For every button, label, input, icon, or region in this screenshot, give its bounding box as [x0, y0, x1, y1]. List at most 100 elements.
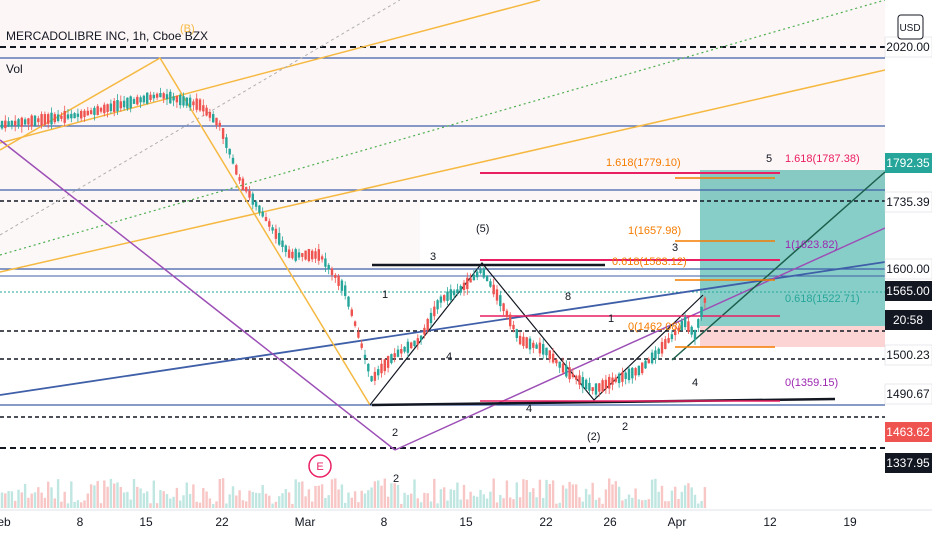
volume-bar	[4, 493, 7, 508]
candle-body	[106, 104, 109, 112]
candle-body	[390, 354, 393, 364]
candle-body	[548, 350, 551, 360]
candle-body	[152, 94, 155, 99]
volume-bar	[667, 501, 670, 508]
candle-body	[499, 295, 502, 307]
candle-body	[410, 342, 413, 349]
volume-bar	[172, 496, 175, 508]
candle-body	[647, 359, 650, 364]
volume-bar	[327, 495, 330, 508]
candle-body	[149, 94, 152, 101]
volume-bar	[43, 497, 47, 508]
volume-bar	[350, 497, 353, 508]
candle-body	[294, 249, 297, 261]
candle-body	[63, 110, 66, 123]
candle-body	[469, 278, 472, 283]
volume-bar	[311, 501, 314, 508]
volume-bar	[697, 503, 700, 508]
volume-bar	[452, 490, 456, 508]
candle-body	[370, 376, 373, 382]
candle-body	[23, 119, 27, 125]
wave-label: 5	[766, 153, 772, 165]
volume-bar	[99, 503, 103, 508]
volume-bar	[670, 490, 674, 508]
volume-bar	[476, 496, 479, 508]
volume-bar	[106, 486, 109, 508]
candle-body	[162, 93, 165, 99]
volume-bar	[459, 499, 462, 508]
volume-bar	[10, 491, 14, 508]
volume-bar	[555, 503, 558, 508]
candle-body	[436, 300, 439, 310]
svg-text:1500.23: 1500.23	[886, 348, 930, 362]
candle-body	[159, 93, 162, 98]
wave-label: 2	[622, 421, 628, 433]
fib-labels: 1.618(1779.10) 1.618(1787.38) 1(1657.98)…	[606, 153, 860, 389]
volume-bar	[344, 502, 347, 508]
candle-body	[17, 119, 20, 127]
candle-body	[476, 271, 479, 278]
candle-body	[687, 321, 690, 332]
candle-body	[116, 100, 119, 112]
candle-body	[347, 296, 350, 307]
volume-bar	[96, 481, 99, 508]
time-tick-label: 22	[539, 515, 553, 529]
candle-body	[251, 193, 254, 205]
candle-body	[70, 113, 73, 119]
candle-body	[80, 110, 83, 119]
volume-bar	[334, 478, 337, 508]
volume-bar	[20, 492, 23, 508]
volume-bar	[512, 499, 515, 508]
event-marker[interactable]: E	[308, 454, 332, 478]
candle-body	[113, 100, 116, 112]
currency-button[interactable]: USD	[897, 14, 924, 40]
candle-body	[185, 97, 188, 106]
candle-body	[627, 368, 631, 381]
candle-body	[337, 276, 340, 286]
candle-body	[99, 107, 103, 112]
candle-body	[700, 306, 703, 317]
candle-body	[650, 352, 654, 364]
volume-bar	[129, 499, 132, 508]
volume-bar	[175, 487, 179, 508]
fib-label: 0.618(1583.12)	[612, 256, 687, 268]
candle-body	[617, 373, 621, 384]
volume-bar	[23, 483, 27, 508]
volume-bar	[578, 497, 581, 508]
candle-body	[182, 96, 185, 106]
candle-body	[215, 117, 218, 126]
volume-bar	[499, 494, 502, 508]
volume-bar	[637, 499, 641, 508]
volume-bar	[472, 495, 476, 508]
currency-label: USD	[899, 23, 920, 34]
wave-label: 1	[608, 313, 614, 325]
volume-bar	[466, 499, 469, 508]
candle-body	[367, 363, 370, 372]
candle-body	[558, 361, 561, 368]
volume-bar	[238, 490, 241, 508]
volume-bar	[631, 497, 634, 508]
candle-body	[93, 107, 96, 115]
volume-bar	[80, 502, 83, 508]
candle-body	[89, 110, 93, 115]
volume-bar	[139, 488, 142, 508]
time-axis[interactable]: eb 8 15 22 Mar 8 15 22 26 Apr 12 19	[0, 515, 857, 529]
volume-bar	[103, 480, 106, 508]
volume-bar	[221, 478, 225, 508]
candle-body	[485, 275, 489, 282]
volume-bar	[330, 479, 334, 508]
volume-bar	[383, 478, 386, 508]
price-label: 1490.67	[884, 383, 932, 405]
candle-body	[261, 211, 264, 217]
volume-bar	[245, 501, 248, 508]
volume-bar	[70, 481, 73, 508]
fib-label: 0(1359.15)	[785, 377, 838, 389]
volume-bar	[485, 498, 489, 508]
price-label: 1463.62	[885, 422, 932, 442]
candle-body	[614, 377, 617, 382]
candle-body	[377, 369, 380, 376]
volume-bar	[614, 481, 617, 508]
volume-bar	[254, 492, 258, 508]
candle-body	[601, 380, 604, 392]
